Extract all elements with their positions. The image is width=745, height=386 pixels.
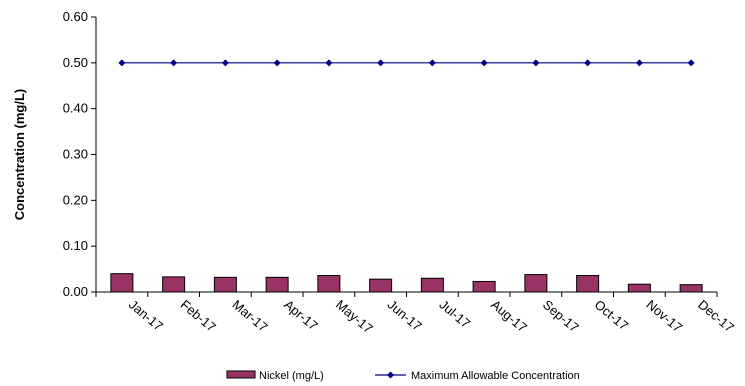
point-max-allowable — [221, 59, 229, 67]
point-max-allowable — [428, 59, 436, 67]
point-max-allowable — [480, 59, 488, 67]
point-max-allowable — [532, 59, 540, 67]
point-max-allowable — [325, 59, 333, 67]
point-max-allowable — [170, 59, 178, 67]
bar-nickel — [317, 275, 341, 293]
y-axis-ticks: 0.00 0.10 0.20 0.30 0.40 0.50 0.60 — [63, 9, 96, 299]
bar-nickel — [162, 276, 186, 293]
point-max-allowable — [584, 59, 592, 67]
x-axis-ticks: Jan-17 Feb-17 Mar-17 Apr-17 May-17 Jun-17 Jul-… — [95, 292, 737, 336]
legend: Nickel (mg/L) Maximum Allowable Concentr… — [226, 370, 580, 382]
y-tick-label: 0.60 — [63, 9, 88, 24]
y-tick-label: 0.50 — [63, 55, 88, 70]
x-tick-label: Apr-17 — [281, 297, 321, 334]
y-tick-label: 0.20 — [63, 192, 88, 207]
y-tick-label: 0.10 — [63, 238, 88, 253]
x-tick-label: Nov-17 — [643, 297, 685, 335]
x-tick-label: May-17 — [333, 297, 376, 336]
y-axis-label: Concentration (mg/L) — [12, 89, 27, 220]
y-tick-label: 0.40 — [63, 101, 88, 116]
point-max-allowable — [635, 59, 643, 67]
y-tick-label: 0.30 — [63, 147, 88, 162]
bar-series — [110, 273, 703, 293]
bar-nickel — [265, 276, 289, 293]
point-max-allowable — [273, 59, 281, 67]
x-tick-label: Dec-17 — [695, 297, 737, 335]
legend-marker-max-allowable — [387, 371, 394, 379]
y-tick-label: 0.00 — [63, 284, 88, 299]
bar-nickel — [110, 273, 134, 293]
bar-nickel — [369, 278, 393, 293]
x-tick-label: Sep-17 — [540, 297, 582, 335]
x-tick-label: Aug-17 — [488, 297, 530, 335]
x-tick-label: Jul-17 — [436, 297, 473, 331]
point-max-allowable — [377, 59, 385, 67]
legend-swatch-nickel — [226, 370, 256, 379]
line-series — [118, 59, 695, 67]
plot-area — [95, 17, 717, 293]
x-tick-label: Feb-17 — [178, 297, 219, 335]
bar-nickel — [213, 276, 237, 293]
bar-nickel — [472, 280, 496, 293]
point-max-allowable — [118, 59, 126, 67]
point-max-allowable — [687, 59, 695, 67]
bar-nickel — [576, 275, 600, 293]
bar-nickel — [524, 274, 548, 293]
bar-nickel — [420, 277, 444, 293]
legend-label-max-allowable: Maximum Allowable Concentration — [411, 370, 580, 382]
x-tick-label: Jun-17 — [385, 297, 425, 334]
x-tick-label: Mar-17 — [229, 297, 270, 335]
x-tick-label: Oct-17 — [592, 297, 632, 334]
bar-nickel — [679, 284, 703, 293]
bar-nickel — [627, 283, 651, 293]
legend-label-nickel: Nickel (mg/L) — [259, 370, 324, 382]
x-tick-label: Jan-17 — [126, 297, 166, 334]
